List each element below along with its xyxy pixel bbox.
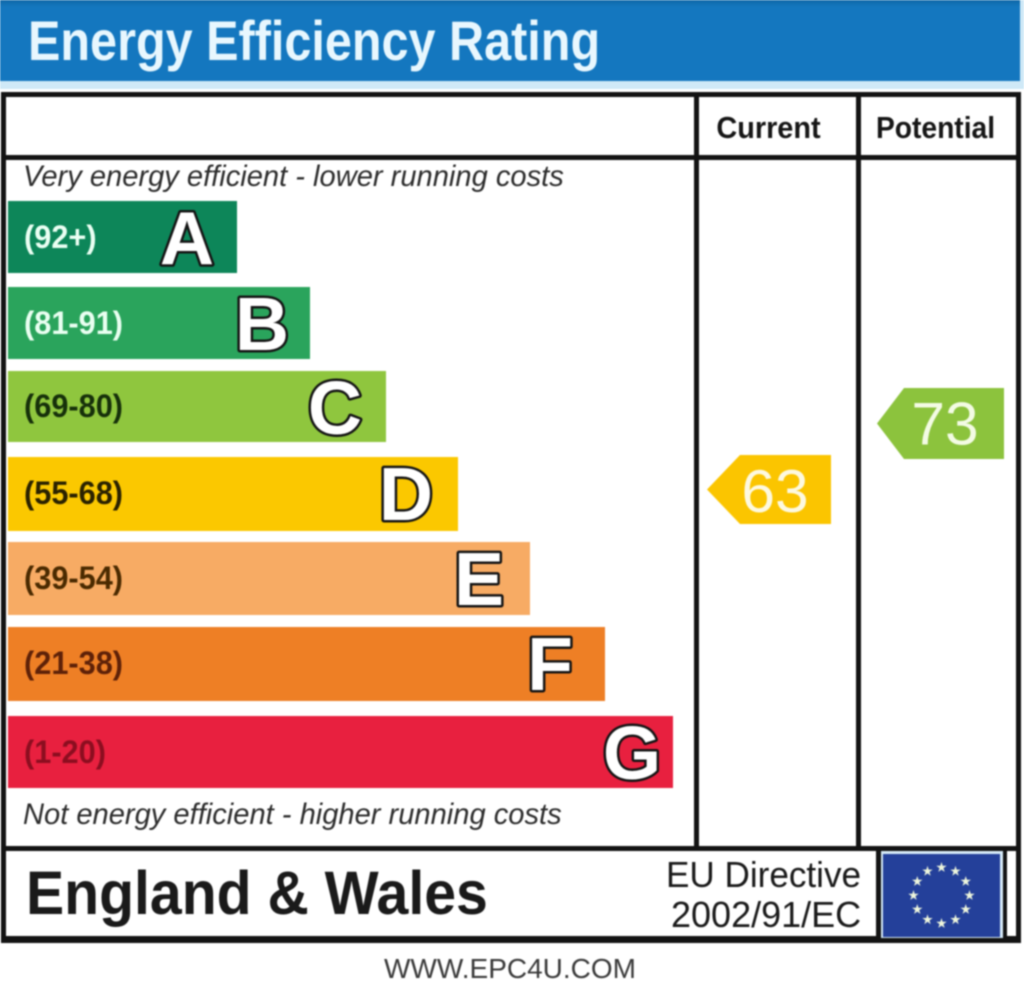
svg-text:G: G <box>603 711 661 795</box>
svg-text:63: 63 <box>741 457 808 525</box>
svg-text:F: F <box>527 622 573 706</box>
svg-text:A: A <box>160 196 214 280</box>
svg-text:C: C <box>308 366 362 450</box>
svg-text:B: B <box>235 282 289 366</box>
svg-text:E: E <box>454 537 504 621</box>
svg-text:D: D <box>379 452 433 536</box>
svg-text:73: 73 <box>911 390 978 458</box>
